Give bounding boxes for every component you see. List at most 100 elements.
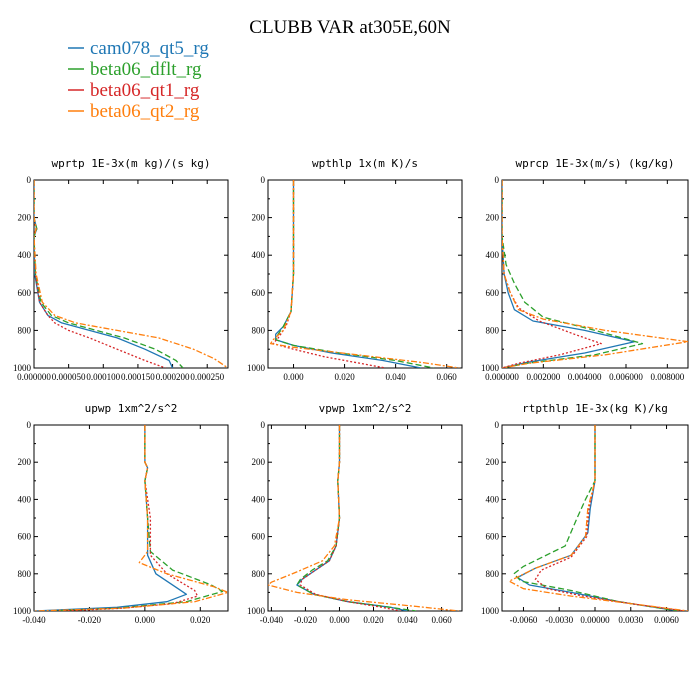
panel-6: rtpthlp 1E-3x(kg K)/kg02004006008001000-… (481, 402, 689, 625)
y-tick-label: 0 (495, 175, 500, 185)
y-tick-label: 0 (495, 420, 500, 430)
y-tick-label: 400 (18, 250, 32, 260)
series-line-beta06_qt1_rg (534, 425, 685, 611)
panel-1: wprtp 1E-3x(m kg)/(s kg) 0 200 400 600 800 100… (13, 157, 229, 382)
x-tick-label: 0.020 (334, 372, 355, 382)
y-tick-label: 400 (486, 250, 500, 260)
y-tick-label: 800 (252, 325, 266, 335)
x-tick-label: -0.040 (260, 615, 284, 625)
x-tick-label: -0.040 (22, 615, 46, 625)
x-tick-label: 0.0030 (618, 615, 643, 625)
x-tick-label: 0.000 (135, 615, 156, 625)
y-tick-label: 200 (486, 457, 500, 467)
x-tick-label: 0.000000 (485, 372, 519, 382)
y-tick-label: 0 (27, 175, 32, 185)
y-tick-label: 0 (261, 175, 266, 185)
y-tick-label: 1000 (13, 363, 32, 373)
panel-title: vpwp 1xm^2/s^2 (319, 402, 412, 415)
y-tick-label: 600 (18, 288, 32, 298)
y-tick-label: 600 (486, 288, 500, 298)
y-tick-label: 0 (261, 420, 266, 430)
legend-entry-3: beta06_qt1_rg (90, 80, 200, 101)
panel-title: wprtp 1E-3x(m kg)/(s kg) (52, 157, 211, 170)
x-tick-label: 0.004000 (568, 372, 602, 382)
x-tick-label: 0.000 (283, 372, 304, 382)
y-tick-label: 1000 (247, 363, 266, 373)
y-tick-label: 1000 (481, 363, 500, 373)
y-tick-label: 800 (18, 569, 32, 579)
x-tick-label: 0.002000 (526, 372, 560, 382)
x-tick-label: -0.0060 (510, 615, 538, 625)
y-tick-label: 800 (252, 569, 266, 579)
y-tick-label: 200 (18, 213, 32, 223)
series-line-beta06_qt2_rg (34, 425, 228, 611)
legend-entry-2: beta06_dflt_rg (90, 59, 202, 80)
figure-title: CLUBB VAR at305E,60N (249, 17, 451, 38)
series-line-beta06_dflt_rg (296, 425, 417, 611)
x-tick-label: 0.000250 (190, 372, 224, 382)
y-tick-label: 600 (252, 532, 266, 542)
y-tick-label: 600 (486, 532, 500, 542)
x-tick-label: 0.008000 (650, 372, 684, 382)
panel-4: upwp 1xm^2/s^2 0 200 400 600 800 1000-0.040 -0.… (13, 402, 229, 625)
x-tick-label: 0.0060 (654, 615, 679, 625)
x-tick-label: -0.0030 (545, 615, 573, 625)
x-tick-label: 0.000100 (86, 372, 120, 382)
y-tick-label: 200 (252, 457, 266, 467)
y-tick-label: 400 (252, 250, 266, 260)
x-tick-label: 0.000 (329, 615, 350, 625)
series-line-beta06_dflt_rg (34, 180, 184, 368)
y-tick-label: 800 (486, 569, 500, 579)
series-group (502, 180, 688, 368)
panel-title: upwp 1xm^2/s^2 (85, 402, 178, 415)
series-group (508, 425, 688, 611)
x-tick-label: 0.000150 (121, 372, 155, 382)
series-group (268, 425, 459, 611)
legend: cam078_qt5_rgbeta06_dflt_rgbeta06_qt1_rg… (68, 38, 209, 122)
y-tick-label: 800 (486, 325, 500, 335)
x-tick-label: 0.00000 (580, 615, 610, 625)
series-line-cam078_qt5_rg (34, 425, 188, 611)
y-tick-label: 0 (27, 420, 32, 430)
x-tick-label: 0.020 (363, 615, 384, 625)
y-tick-label: 1000 (481, 606, 500, 616)
x-tick-label: 0.000200 (156, 372, 190, 382)
panel-title: wpthlp 1x(m K)/s (312, 157, 418, 170)
series-line-beta06_qt2_rg (268, 425, 459, 611)
y-tick-label: 600 (252, 288, 266, 298)
panel-5: vpwp 1xm^2/s^2 0 200 400 600 800 1000-0.040 -0.… (247, 402, 463, 625)
series-line-beta06_qt2_rg (34, 180, 228, 368)
y-tick-label: 200 (486, 213, 500, 223)
panels: wprtp 1E-3x(m kg)/(s kg) 0 200 400 600 800 100… (13, 157, 689, 625)
panel-2: wpthlp 1x(m K)/s 0 200 400 600 800 1000 0.000 0.… (247, 157, 463, 382)
y-tick-label: 400 (486, 494, 500, 504)
y-tick-label: 1000 (247, 606, 266, 616)
legend-entry-1: cam078_qt5_rg (90, 38, 209, 59)
y-tick-label: 400 (252, 494, 266, 504)
x-tick-label: 0.000000 (17, 372, 51, 382)
x-tick-label: -0.020 (294, 615, 318, 625)
x-tick-label: 0.020 (190, 615, 211, 625)
y-tick-label: 1000 (13, 606, 32, 616)
series-line-beta06_dflt_rg (502, 180, 644, 368)
x-tick-label: 0.000050 (52, 372, 86, 382)
x-tick-label: 0.040 (386, 372, 407, 382)
y-tick-label: 200 (18, 457, 32, 467)
panel-title: wprcp 1E-3x(m/s) (kg/kg) (516, 157, 675, 170)
series-group (269, 180, 460, 368)
y-tick-label: 400 (18, 494, 32, 504)
series-line-beta06_qt2_rg (502, 180, 688, 368)
x-tick-label: -0.020 (78, 615, 102, 625)
series-line-beta06_qt2_rg (508, 425, 688, 611)
x-tick-label: 0.060 (431, 615, 452, 625)
series-line-beta06_qt2_rg (269, 180, 460, 368)
x-tick-label: 0.006000 (609, 372, 643, 382)
series-group (34, 180, 228, 368)
series-group (34, 425, 228, 611)
panel-3: wprcp 1E-3x(m/s) (kg/kg) 0 200 400 600 800 100… (481, 157, 689, 382)
y-tick-label: 800 (18, 325, 32, 335)
y-tick-label: 200 (252, 213, 266, 223)
series-line-beta06_dflt_rg (513, 425, 679, 611)
